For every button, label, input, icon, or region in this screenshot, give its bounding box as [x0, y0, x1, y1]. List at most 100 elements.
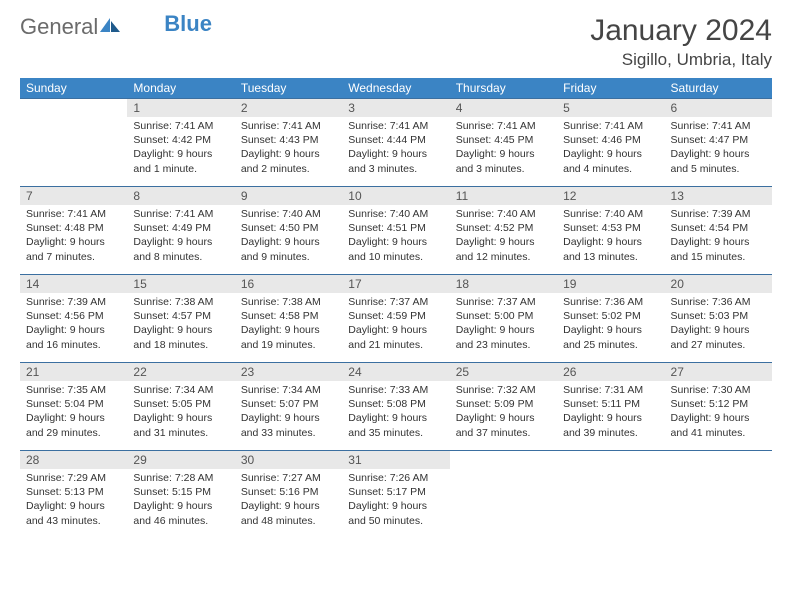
day-header: Saturday: [665, 78, 772, 98]
logo-sail-icon: [98, 16, 122, 34]
calendar-cell: 5Sunrise: 7:41 AMSunset: 4:46 PMDaylight…: [557, 98, 664, 186]
day-body: Sunrise: 7:41 AMSunset: 4:46 PMDaylight:…: [557, 117, 664, 180]
day-number: 9: [235, 186, 342, 205]
day-header: Wednesday: [342, 78, 449, 98]
title-block: January 2024 Sigillo, Umbria, Italy: [590, 14, 772, 70]
location-text: Sigillo, Umbria, Italy: [590, 50, 772, 70]
calendar-cell: 26Sunrise: 7:31 AMSunset: 5:11 PMDayligh…: [557, 362, 664, 450]
calendar-body: 1Sunrise: 7:41 AMSunset: 4:42 PMDaylight…: [20, 98, 772, 538]
day-number: 22: [127, 362, 234, 381]
calendar-cell: 7Sunrise: 7:41 AMSunset: 4:48 PMDaylight…: [20, 186, 127, 274]
calendar-cell: 8Sunrise: 7:41 AMSunset: 4:49 PMDaylight…: [127, 186, 234, 274]
day-body: Sunrise: 7:40 AMSunset: 4:51 PMDaylight:…: [342, 205, 449, 268]
day-number-empty: [557, 450, 664, 468]
day-number: 26: [557, 362, 664, 381]
day-body: Sunrise: 7:40 AMSunset: 4:53 PMDaylight:…: [557, 205, 664, 268]
day-body: Sunrise: 7:41 AMSunset: 4:47 PMDaylight:…: [665, 117, 772, 180]
calendar-cell: 30Sunrise: 7:27 AMSunset: 5:16 PMDayligh…: [235, 450, 342, 538]
calendar-cell: 29Sunrise: 7:28 AMSunset: 5:15 PMDayligh…: [127, 450, 234, 538]
day-body: Sunrise: 7:39 AMSunset: 4:56 PMDaylight:…: [20, 293, 127, 356]
day-number: 7: [20, 186, 127, 205]
day-number: 24: [342, 362, 449, 381]
calendar-cell: 31Sunrise: 7:26 AMSunset: 5:17 PMDayligh…: [342, 450, 449, 538]
calendar-cell: [557, 450, 664, 538]
day-number: 25: [450, 362, 557, 381]
day-number: 12: [557, 186, 664, 205]
day-body: Sunrise: 7:41 AMSunset: 4:48 PMDaylight:…: [20, 205, 127, 268]
day-body: Sunrise: 7:34 AMSunset: 5:07 PMDaylight:…: [235, 381, 342, 444]
calendar-cell: 16Sunrise: 7:38 AMSunset: 4:58 PMDayligh…: [235, 274, 342, 362]
day-body: Sunrise: 7:27 AMSunset: 5:16 PMDaylight:…: [235, 469, 342, 532]
calendar-row: 28Sunrise: 7:29 AMSunset: 5:13 PMDayligh…: [20, 450, 772, 538]
day-header: Friday: [557, 78, 664, 98]
day-body: Sunrise: 7:41 AMSunset: 4:43 PMDaylight:…: [235, 117, 342, 180]
day-body: Sunrise: 7:41 AMSunset: 4:49 PMDaylight:…: [127, 205, 234, 268]
calendar-cell: 22Sunrise: 7:34 AMSunset: 5:05 PMDayligh…: [127, 362, 234, 450]
day-number: 13: [665, 186, 772, 205]
day-number: 17: [342, 274, 449, 293]
day-body: Sunrise: 7:37 AMSunset: 4:59 PMDaylight:…: [342, 293, 449, 356]
day-number: 1: [127, 98, 234, 117]
calendar-cell: 10Sunrise: 7:40 AMSunset: 4:51 PMDayligh…: [342, 186, 449, 274]
day-body: Sunrise: 7:39 AMSunset: 4:54 PMDaylight:…: [665, 205, 772, 268]
calendar-cell: [665, 450, 772, 538]
day-body: Sunrise: 7:38 AMSunset: 4:58 PMDaylight:…: [235, 293, 342, 356]
calendar-table: SundayMondayTuesdayWednesdayThursdayFrid…: [20, 78, 772, 538]
calendar-cell: 14Sunrise: 7:39 AMSunset: 4:56 PMDayligh…: [20, 274, 127, 362]
calendar-cell: 23Sunrise: 7:34 AMSunset: 5:07 PMDayligh…: [235, 362, 342, 450]
day-number-empty: [665, 450, 772, 468]
day-number: 5: [557, 98, 664, 117]
day-number: 19: [557, 274, 664, 293]
logo: General Blue: [20, 14, 212, 40]
calendar-cell: 28Sunrise: 7:29 AMSunset: 5:13 PMDayligh…: [20, 450, 127, 538]
logo-part2-wrap: Blue: [164, 11, 212, 37]
day-number: 11: [450, 186, 557, 205]
day-body: Sunrise: 7:41 AMSunset: 4:44 PMDaylight:…: [342, 117, 449, 180]
calendar-cell: [450, 450, 557, 538]
day-body: Sunrise: 7:32 AMSunset: 5:09 PMDaylight:…: [450, 381, 557, 444]
day-number: 2: [235, 98, 342, 117]
day-body: Sunrise: 7:26 AMSunset: 5:17 PMDaylight:…: [342, 469, 449, 532]
calendar-cell: 3Sunrise: 7:41 AMSunset: 4:44 PMDaylight…: [342, 98, 449, 186]
day-number: 4: [450, 98, 557, 117]
day-body: Sunrise: 7:40 AMSunset: 4:52 PMDaylight:…: [450, 205, 557, 268]
page-title: January 2024: [590, 14, 772, 48]
calendar-cell: 24Sunrise: 7:33 AMSunset: 5:08 PMDayligh…: [342, 362, 449, 450]
day-header: Monday: [127, 78, 234, 98]
header: General Blue January 2024 Sigillo, Umbri…: [20, 14, 772, 70]
calendar-head: SundayMondayTuesdayWednesdayThursdayFrid…: [20, 78, 772, 98]
calendar-row: 14Sunrise: 7:39 AMSunset: 4:56 PMDayligh…: [20, 274, 772, 362]
day-number: 6: [665, 98, 772, 117]
day-body: Sunrise: 7:34 AMSunset: 5:05 PMDaylight:…: [127, 381, 234, 444]
day-number: 18: [450, 274, 557, 293]
calendar-cell: 19Sunrise: 7:36 AMSunset: 5:02 PMDayligh…: [557, 274, 664, 362]
calendar-cell: [20, 98, 127, 186]
day-number: 15: [127, 274, 234, 293]
day-number: 23: [235, 362, 342, 381]
calendar-row: 7Sunrise: 7:41 AMSunset: 4:48 PMDaylight…: [20, 186, 772, 274]
calendar-cell: 4Sunrise: 7:41 AMSunset: 4:45 PMDaylight…: [450, 98, 557, 186]
day-number: 3: [342, 98, 449, 117]
day-number-empty: [450, 450, 557, 468]
calendar-cell: 1Sunrise: 7:41 AMSunset: 4:42 PMDaylight…: [127, 98, 234, 186]
calendar-cell: 11Sunrise: 7:40 AMSunset: 4:52 PMDayligh…: [450, 186, 557, 274]
calendar-cell: 2Sunrise: 7:41 AMSunset: 4:43 PMDaylight…: [235, 98, 342, 186]
day-body: Sunrise: 7:31 AMSunset: 5:11 PMDaylight:…: [557, 381, 664, 444]
calendar-cell: 13Sunrise: 7:39 AMSunset: 4:54 PMDayligh…: [665, 186, 772, 274]
logo-part2: Blue: [164, 11, 212, 36]
calendar-cell: 9Sunrise: 7:40 AMSunset: 4:50 PMDaylight…: [235, 186, 342, 274]
calendar-cell: 12Sunrise: 7:40 AMSunset: 4:53 PMDayligh…: [557, 186, 664, 274]
day-body: Sunrise: 7:36 AMSunset: 5:03 PMDaylight:…: [665, 293, 772, 356]
day-body: Sunrise: 7:41 AMSunset: 4:45 PMDaylight:…: [450, 117, 557, 180]
day-body: Sunrise: 7:40 AMSunset: 4:50 PMDaylight:…: [235, 205, 342, 268]
calendar-cell: 6Sunrise: 7:41 AMSunset: 4:47 PMDaylight…: [665, 98, 772, 186]
calendar-cell: 21Sunrise: 7:35 AMSunset: 5:04 PMDayligh…: [20, 362, 127, 450]
day-number: 14: [20, 274, 127, 293]
calendar-cell: 27Sunrise: 7:30 AMSunset: 5:12 PMDayligh…: [665, 362, 772, 450]
day-body: Sunrise: 7:28 AMSunset: 5:15 PMDaylight:…: [127, 469, 234, 532]
day-body: Sunrise: 7:41 AMSunset: 4:42 PMDaylight:…: [127, 117, 234, 180]
logo-text: General: [20, 14, 122, 40]
calendar-row: 21Sunrise: 7:35 AMSunset: 5:04 PMDayligh…: [20, 362, 772, 450]
day-header: Sunday: [20, 78, 127, 98]
day-body: Sunrise: 7:38 AMSunset: 4:57 PMDaylight:…: [127, 293, 234, 356]
